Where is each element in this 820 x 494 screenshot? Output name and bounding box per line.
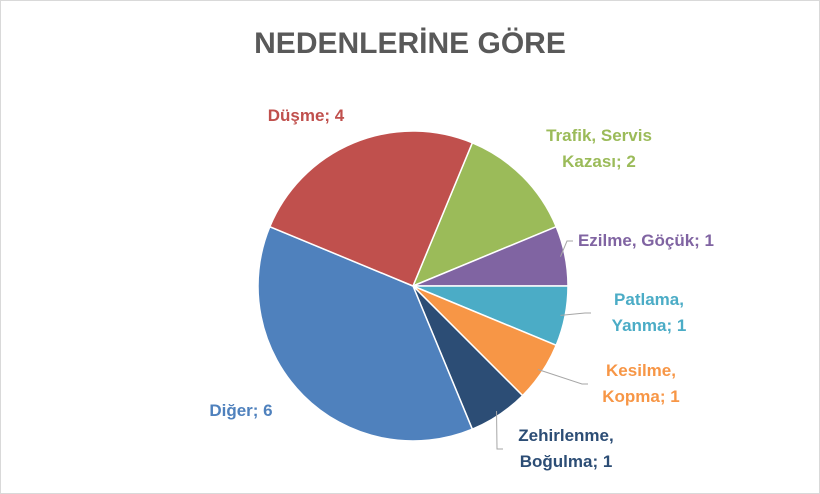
data-label: Trafik, Servis Kazası; 2	[546, 126, 652, 171]
data-label: Zehirlenme, Boğulma; 1	[518, 426, 614, 471]
data-label: Kesilme, Kopma; 1	[602, 361, 680, 406]
leader-line	[496, 411, 503, 450]
pie-slice	[257, 225, 474, 442]
chart-title: NEDENLERİNE GÖRE	[254, 27, 566, 60]
leader-line	[559, 240, 573, 257]
data-label: Ezilme, Göçük; 1	[577, 231, 715, 250]
data-label: Patlama, Yanma; 1	[611, 290, 687, 335]
data-label: Düşme; 4	[267, 106, 345, 125]
data-label: Diğer; 6	[209, 401, 273, 420]
pie-slice	[268, 130, 474, 287]
pie-slice	[411, 141, 558, 288]
leader-line	[560, 312, 591, 316]
leader-line	[537, 369, 588, 385]
